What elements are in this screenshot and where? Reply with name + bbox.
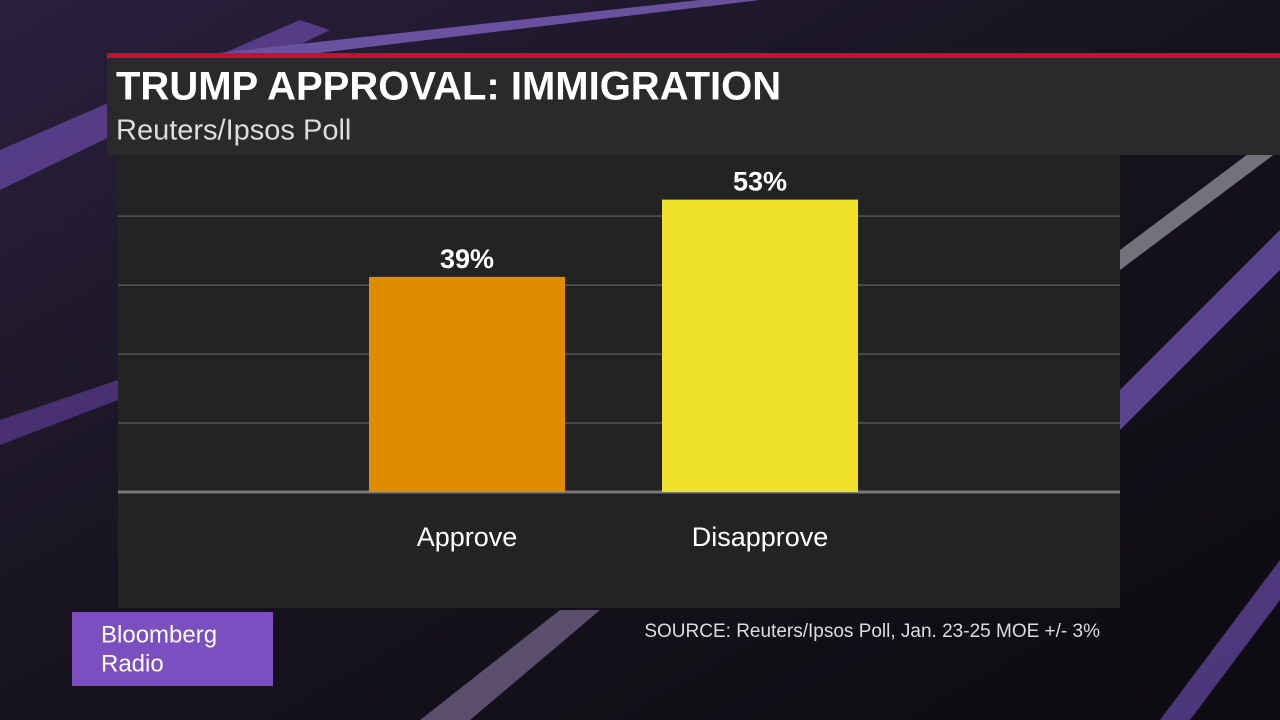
bar (662, 199, 858, 492)
value-label: 39% (440, 244, 494, 274)
plot: 39% Approve 53% Disapprove (118, 167, 1120, 552)
logo-box (72, 612, 273, 686)
value-label: 53% (733, 167, 787, 197)
bar (369, 276, 565, 492)
x-tick-label: Approve (417, 522, 518, 552)
x-tick-label: Disapprove (692, 522, 829, 552)
header-accent (107, 53, 1280, 58)
chart-title: TRUMP APPROVAL: IMMIGRATION (116, 65, 781, 109)
source-note: SOURCE: Reuters/Ipsos Poll, Jan. 23-25 M… (644, 621, 1100, 642)
chart-panel (118, 155, 1120, 608)
header-bar (107, 53, 1280, 155)
logo-line1: Bloomberg (101, 621, 217, 648)
logo-line2: Radio (101, 650, 164, 677)
chart-subtitle: Reuters/Ipsos Poll (116, 115, 351, 147)
